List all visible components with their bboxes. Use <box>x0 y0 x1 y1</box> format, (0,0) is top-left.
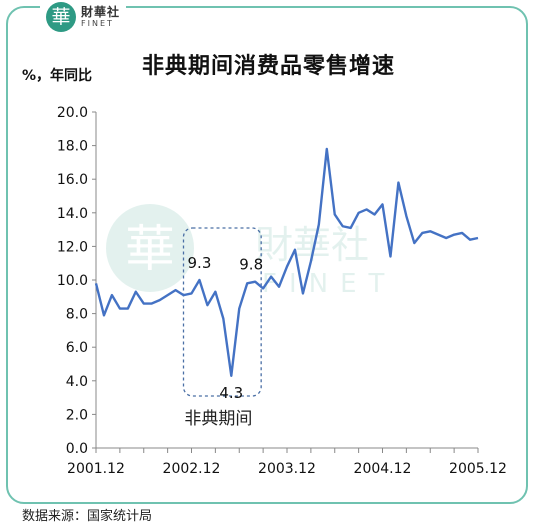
x-axis: 2001.12 2002.12 2003.12 2004.12 2005.12 <box>67 447 507 477</box>
y-tick-label: 6.0 <box>66 340 88 356</box>
y-tick-label: 16.0 <box>57 172 88 188</box>
watermark-name-en: FINET <box>262 269 396 299</box>
x-tick-label: 2004.12 <box>354 461 412 477</box>
y-tick-label: 18.0 <box>57 139 88 155</box>
y-tick-label: 8.0 <box>66 307 88 323</box>
x-tick-label: 2002.12 <box>163 461 221 477</box>
watermark-mark: 華 <box>125 220 175 278</box>
y-axis: 0.0 2.0 4.0 6.0 8.0 10.0 12.0 14.0 16.0 18.0 20.0 <box>57 105 97 457</box>
sars-period-label: 非典期间 <box>184 409 252 429</box>
y-axis-label: %，年同比 <box>22 67 92 84</box>
y-tick-label: 0.0 <box>66 441 88 457</box>
x-tick-label: 2005.12 <box>449 461 507 477</box>
x-tick-label: 2003.12 <box>258 461 316 477</box>
x-tick-label: 2001.12 <box>67 461 125 477</box>
data-label: 4.3 <box>219 384 243 402</box>
brand-name-en: FINET <box>81 19 114 28</box>
brand-mark-icon: 華 <box>46 2 76 32</box>
sars-period-box <box>182 227 262 397</box>
y-tick-label: 14.0 <box>57 206 88 222</box>
data-label: 9.8 <box>239 255 263 273</box>
sars-period-highlight: 非典期间 <box>182 227 262 429</box>
watermark-mark-icon <box>106 204 194 292</box>
data-label: 9.3 <box>188 254 212 272</box>
chart-title: 非典期间消费品零售增速 <box>141 54 395 79</box>
y-tick-label: 20.0 <box>57 105 88 121</box>
series-line <box>94 147 479 377</box>
data-source: 数据来源：国家统计局 <box>22 509 153 524</box>
y-tick-label: 2.0 <box>66 407 88 423</box>
data-labels: 9.3 9.8 4.3 <box>188 254 264 402</box>
y-tick-label: 10.0 <box>57 273 88 289</box>
y-tick-label: 12.0 <box>57 239 88 255</box>
chart-card <box>6 6 528 504</box>
brand-name-cn: 財華社 <box>81 5 121 19</box>
y-tick-label: 4.0 <box>66 374 88 390</box>
watermark: 華 財華社 FINET <box>106 204 396 299</box>
brand-logo: 華 財華社 FINET <box>40 2 127 32</box>
